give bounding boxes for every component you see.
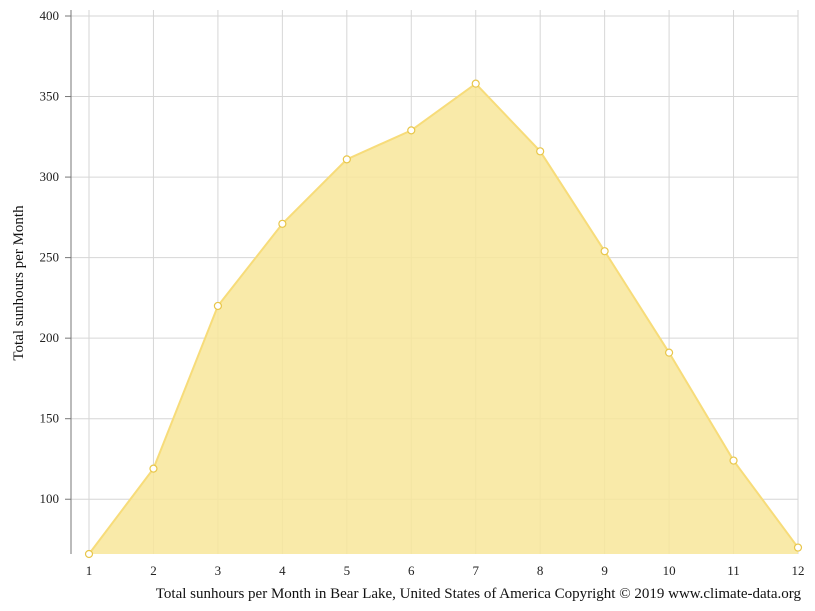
- data-point-month-4: [278, 219, 287, 228]
- axes: [65, 10, 72, 554]
- x-tick-label: 3: [215, 563, 222, 578]
- x-tick-label: 4: [279, 563, 286, 578]
- data-point-month-5: [342, 155, 351, 164]
- x-tick-label: 1: [86, 563, 93, 578]
- data-point-month-2: [149, 464, 158, 473]
- series-line: [88, 82, 799, 555]
- x-tick-label: 5: [344, 563, 351, 578]
- x-tick-label: 12: [792, 563, 805, 578]
- y-axis-title: Total sunhours per Month: [11, 205, 27, 361]
- area-fill: [89, 83, 798, 554]
- data-point-month-12: [793, 543, 803, 552]
- y-tick-label: 350: [40, 89, 60, 104]
- data-point-month-7: [471, 79, 480, 88]
- chart-caption: Total sunhours per Month in Bear Lake, U…: [156, 586, 802, 602]
- data-point-month-11: [729, 456, 738, 465]
- y-tick-label: 250: [40, 250, 60, 265]
- x-tick-label: 8: [537, 563, 544, 578]
- data-markers: [84, 79, 803, 559]
- x-tick-label: 7: [472, 563, 479, 578]
- x-tick-label: 10: [663, 563, 676, 578]
- y-tick-label: 200: [40, 330, 60, 345]
- x-tick-label: 2: [150, 563, 157, 578]
- data-point-month-1: [84, 549, 94, 559]
- y-tick-label: 150: [40, 411, 60, 426]
- y-tick-label: 300: [40, 169, 60, 184]
- data-point-month-8: [536, 147, 545, 156]
- area-series: [88, 82, 799, 555]
- data-point-month-6: [407, 126, 416, 135]
- x-tick-label: 9: [601, 563, 608, 578]
- x-tick-label: 6: [408, 563, 415, 578]
- y-tick-label: 400: [40, 8, 60, 23]
- data-point-month-10: [664, 348, 674, 357]
- x-tick-label: 11: [727, 563, 740, 578]
- data-point-month-9: [600, 247, 609, 256]
- y-tick-label: 100: [40, 491, 60, 506]
- data-point-month-3: [213, 301, 223, 311]
